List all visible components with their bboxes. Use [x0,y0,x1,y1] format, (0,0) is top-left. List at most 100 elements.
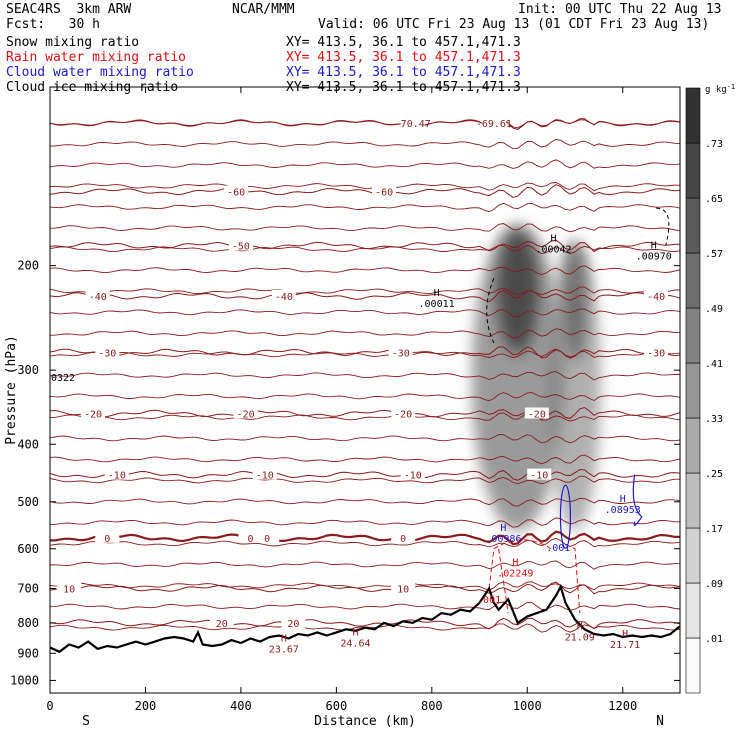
terrain-line [50,583,680,654]
temperature-contour-label: -40 [647,292,665,303]
temperature-contour-line [50,139,680,150]
temperature-contour-label: -10 [404,471,422,482]
contour-label-bg [281,616,306,628]
temperature-contour-line [50,184,680,198]
extremum-marker: H [512,557,518,568]
forecast-hour: Fcst: 30 h [6,17,100,32]
extremum-marker: H [622,629,628,640]
contour-label-bg [224,185,249,197]
temperature-contour-line [50,617,680,630]
contour-label-bg [233,407,258,419]
y-tick-label: 900 [17,646,39,660]
contour-label-bg [255,531,280,543]
y-tick-label: 300 [17,363,39,377]
temperature-contour-line [50,601,680,611]
field-snow-xy: XY= 413.5, 36.1 to 457.1,471.3 [286,35,521,50]
extremum-marker: H [651,240,657,251]
colorbar-tick-label: .73 [705,139,723,150]
cloud-water-contour [632,474,643,526]
colorbar-tick-label: .25 [705,469,723,480]
temperature-contour-label: -50 [232,242,250,253]
extremum-marker: H [281,634,287,645]
extremum-value-label: .00970 [636,251,672,262]
temperature-contour-line [50,289,680,303]
contour-label-bg [391,582,416,594]
model-title: SEAC4RS 3km ARW [6,2,132,17]
temperature-contour-line [50,581,680,591]
temperature-contour-label: -30 [392,348,410,359]
temperature-contour-label: -20 [528,410,546,421]
colorbar: .01 .09 .17 .25 .33 .41 .49 .57 .65 .73 [685,87,723,694]
contour-label-bg [527,468,552,480]
temperature-contour-line [50,406,680,420]
colorbar-tick-label: .09 [705,579,723,590]
contour-label-bg [228,239,253,251]
colorbar-bin [685,252,701,309]
colorbar-tick-label: .33 [705,414,723,425]
temperature-contour-line [50,412,680,422]
x-tick-label: 600 [326,699,348,713]
temperature-contour-line [50,118,680,130]
colorbar-bin [685,197,701,254]
init-time: Init: 00 UTC Thu 22 Aug 13 [518,2,722,17]
temperature-contour-line [50,159,680,169]
field-snow-name: Snow mixing ratio [6,35,140,50]
temperature-contour-line [50,286,680,295]
x-tick-label: 800 [421,699,443,713]
y-tick-label: 400 [17,437,39,451]
extremum-value-label: .00011 [419,299,455,310]
snow-column [471,223,564,531]
temperature-contour-line [50,328,680,339]
temperature-contour-label: -20 [394,410,412,421]
y-tick-label: 600 [17,542,39,556]
contour-label-bg [252,468,277,480]
extremum-value-label: .02249 [497,568,533,579]
colorbar-bin [685,142,701,199]
snow-column-core [563,244,587,362]
field-rain-name: Rain water mixing ratio [6,50,187,65]
temperature-contour-label: -20 [237,410,255,421]
temperature-contour-label: -60 [227,187,245,198]
contour-label-bg [95,531,120,543]
colorbar-tick-label: .01 [705,634,723,645]
temperature-contour-line [50,239,680,253]
x-tick-label: 1200 [608,699,637,713]
colorbar-bin [685,472,701,529]
snow-column [549,238,601,531]
temperature-contour-label: 0 [400,534,406,545]
colorbar-bin [685,582,701,639]
contour-label-bg [481,117,506,129]
temperature-contour-label: -30 [98,348,116,359]
colorbar-bin [685,527,701,584]
contour-label-bg [57,582,82,594]
temperature-contour-line [50,392,680,402]
contour-label-bg [209,616,234,628]
valid-time: Valid: 06 UTC Fri 23 Aug 13 (01 CDT Fri … [318,17,710,32]
temperature-contour-layer: -70.47 -69.61 -60 -60 -50 -40 -40 -40 -30 -30 -30 -… [50,117,680,633]
temperature-contour-line [50,308,680,318]
y-tick-label: 500 [17,495,39,509]
extremum-value-label: 21.71 [610,640,640,651]
hydrometeor-contour-layer [486,207,670,614]
contour-label-bg [400,117,425,129]
temperature-contour-line [50,530,680,546]
extremum-marker: H [620,494,626,505]
temperature-contour-label: 0 [247,534,253,545]
temperature-contour-label: -69.61 [476,119,512,130]
field-cloud-water-name: Cloud water mixing ratio [6,65,194,80]
extremum-value-label: 21.09 [565,632,595,643]
y-tick-label: 700 [17,582,39,596]
contour-label-bg [400,468,425,480]
x-tick-label: 0 [46,699,53,713]
temperature-contour-label: 0 [104,534,110,545]
extremum-value-label: .001 [546,543,570,554]
extremum-value-label: 23.67 [269,645,299,656]
temperature-contour-line [50,371,680,381]
contour-label-bg [391,407,416,419]
colorbar-bin [685,362,701,419]
temperature-contour-line [50,469,680,481]
colorbar-tick-label: .57 [705,249,723,260]
cloud-ice-contour [486,207,670,344]
y-tick-label: 800 [17,616,39,630]
temperature-contour-line [50,497,680,507]
